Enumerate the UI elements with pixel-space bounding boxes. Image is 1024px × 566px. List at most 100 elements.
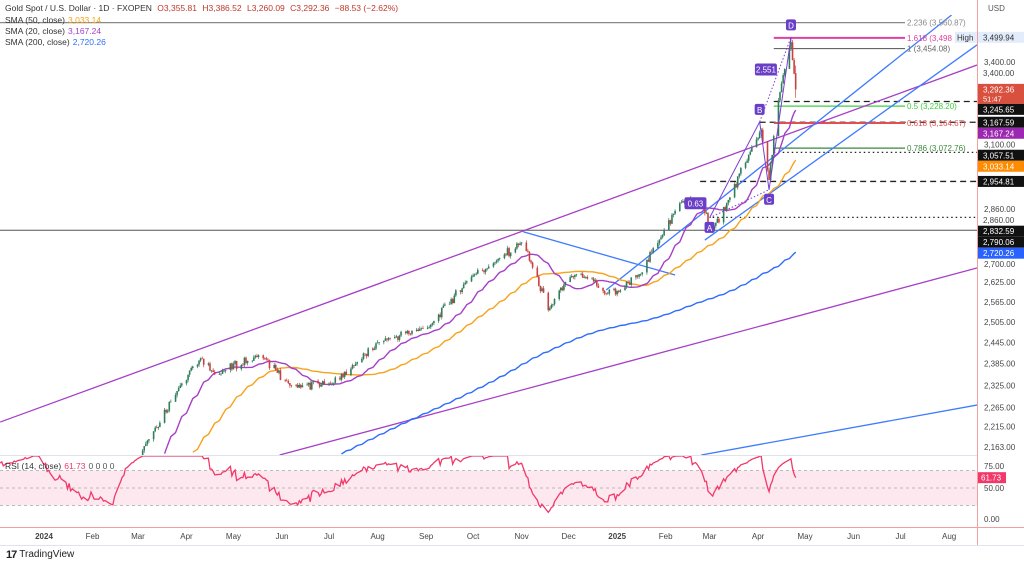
candle-body xyxy=(386,338,388,340)
ohlc-change: −88.53 (−2.62%) xyxy=(334,3,399,13)
price-tag-bg xyxy=(978,236,1024,248)
candle xyxy=(395,334,398,338)
candle xyxy=(516,241,518,250)
candle xyxy=(669,219,672,226)
candle-body xyxy=(155,427,158,429)
candle-body xyxy=(672,213,675,215)
abcd-ratio-line xyxy=(759,37,792,123)
candle xyxy=(592,277,595,283)
candle-body xyxy=(724,207,727,210)
candle-body xyxy=(570,276,573,278)
candle-body xyxy=(530,260,532,263)
candle xyxy=(461,287,463,294)
candle xyxy=(738,173,741,179)
candle xyxy=(243,356,246,367)
candle-body xyxy=(356,362,358,364)
sma20-line xyxy=(163,109,797,454)
candle-body xyxy=(240,364,243,370)
candle-body xyxy=(218,373,221,375)
candle xyxy=(154,425,156,433)
candle-body xyxy=(736,176,739,188)
candle xyxy=(606,291,609,295)
candle-body xyxy=(788,48,791,69)
candle xyxy=(246,360,249,366)
abcd-ratio-label: 2.551 xyxy=(756,66,777,75)
time-tick-label: Sep xyxy=(419,532,434,541)
rsi-legend[interactable]: RSI (14, close) 61.73 0 0 0 0 xyxy=(5,461,118,471)
candle xyxy=(212,368,214,373)
candle-body xyxy=(735,184,737,188)
sma50-legend[interactable]: SMA (50, close) 3,033.14 xyxy=(5,15,104,25)
candle-body xyxy=(682,201,684,203)
candle xyxy=(307,382,310,387)
candle xyxy=(492,262,495,268)
candle xyxy=(528,250,531,262)
time-tick-label: Feb xyxy=(86,532,100,541)
candle-body xyxy=(459,290,462,293)
candle xyxy=(176,390,178,398)
candle xyxy=(166,409,169,414)
fib-level-label: 2.236 (3,560.87) xyxy=(907,19,966,28)
candle xyxy=(660,234,662,240)
candle xyxy=(464,280,467,285)
candle-body xyxy=(586,276,589,279)
candle-body xyxy=(273,364,276,369)
candle xyxy=(321,380,324,387)
rsi-line xyxy=(0,456,797,514)
candle xyxy=(398,334,401,342)
candle xyxy=(617,289,620,294)
candle-body xyxy=(766,141,769,171)
candle xyxy=(256,353,258,358)
candle-body xyxy=(617,290,620,292)
time-tick-label: Apr xyxy=(180,532,193,541)
candle-body xyxy=(661,235,664,238)
candle-body xyxy=(678,203,681,211)
candle-body xyxy=(769,164,772,180)
candle-body xyxy=(146,440,149,445)
candle-body xyxy=(628,282,631,285)
candle-body xyxy=(295,384,297,386)
blue-channel-lower-trendline xyxy=(704,44,977,241)
candle xyxy=(318,382,321,389)
candle xyxy=(179,382,182,389)
candle-body xyxy=(473,274,476,276)
candle-body xyxy=(321,381,324,385)
candle xyxy=(483,269,485,274)
candle-body xyxy=(185,380,188,384)
candle-body xyxy=(152,431,155,440)
abcd-point-marker xyxy=(764,193,775,205)
candle-body xyxy=(301,385,304,388)
candle xyxy=(408,330,410,336)
candle xyxy=(273,363,276,369)
candle xyxy=(285,378,288,382)
candle xyxy=(538,274,540,287)
candle-body xyxy=(331,383,333,384)
candle xyxy=(572,275,575,280)
candle-body xyxy=(451,299,454,304)
candle xyxy=(550,303,553,310)
candle-body xyxy=(572,276,575,278)
candle xyxy=(727,199,730,206)
candle xyxy=(715,222,717,229)
candle xyxy=(393,334,396,339)
candle xyxy=(580,272,582,276)
sma200-legend[interactable]: SMA (200, close) 2,720.26 xyxy=(5,37,109,47)
candle-body xyxy=(527,251,529,253)
abcd-point-label: C xyxy=(766,196,772,205)
candle xyxy=(746,158,748,163)
upper-channel-purple-trendline xyxy=(0,64,977,423)
candle xyxy=(549,306,551,311)
candle-body xyxy=(408,330,410,334)
price-tag: 2,860.00 xyxy=(983,216,1015,225)
tradingview-logo[interactable]: 17 TradingView xyxy=(6,549,74,561)
candle-body xyxy=(783,68,786,76)
candle-body xyxy=(318,383,321,387)
candle xyxy=(783,68,786,78)
candle-body xyxy=(517,243,520,245)
candle-body xyxy=(442,305,445,308)
lower-channel-purple-trendline xyxy=(279,267,977,455)
candle xyxy=(353,364,355,369)
sma20-legend[interactable]: SMA (20, close) 3,167.24 xyxy=(5,26,104,36)
candle xyxy=(561,286,564,292)
